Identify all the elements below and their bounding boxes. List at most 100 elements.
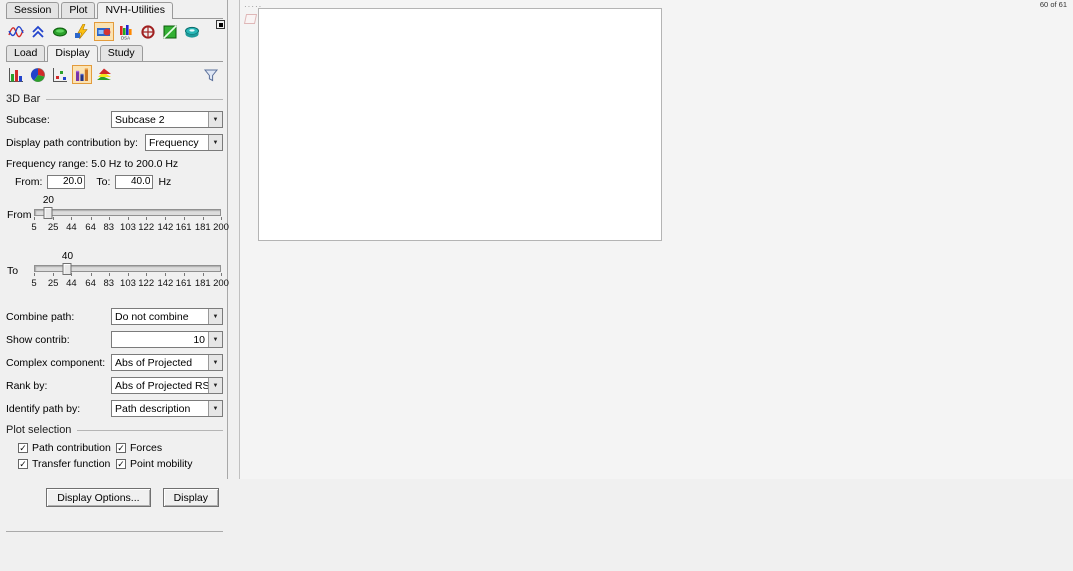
slider-tickmark (127, 273, 129, 276)
from-input[interactable]: 20.0 (47, 175, 86, 189)
checkbox-path-contribution[interactable]: ✓ Path contribution (18, 442, 114, 454)
double-chevron-icon[interactable] (28, 22, 48, 41)
slider-to-thumb[interactable] (62, 263, 72, 275)
control-panel: Session Plot NVH-Utilities DSA Load Display… (0, 0, 229, 532)
plot-gutter-handle[interactable]: ····· (244, 2, 263, 11)
frequency-range-text: Frequency range: 5.0 Hz to 200.0 Hz (6, 158, 179, 170)
subtab-study[interactable]: Study (99, 45, 143, 61)
slider-tickmark (127, 217, 129, 220)
hz-label: Hz (158, 176, 172, 188)
checkbox-box[interactable]: ✓ (18, 459, 28, 469)
slider-tick-label: 181 (194, 222, 211, 233)
chevron-down-icon[interactable]: ▼ (208, 355, 222, 370)
slider-track[interactable] (34, 265, 221, 272)
slider-from-label: From (7, 209, 32, 221)
slider-track[interactable] (34, 209, 221, 216)
slider-tickmark (34, 273, 35, 276)
checkbox-box[interactable]: ✓ (116, 443, 126, 453)
slider-tick-label: 83 (103, 278, 115, 289)
function-curves-icon[interactable] (6, 22, 26, 41)
slider-tickmark (53, 273, 55, 276)
polar-chart-icon[interactable] (28, 65, 48, 84)
slider-tick-label: 44 (66, 222, 77, 233)
group-plot-selection: Plot selection (6, 424, 223, 436)
identify-path-select[interactable]: Path description ▼ (111, 400, 223, 417)
wheel-icon[interactable] (138, 22, 158, 41)
tab-plot[interactable]: Plot (61, 2, 96, 18)
filter-funnel-icon[interactable] (201, 65, 221, 84)
rank-by-label: Rank by: (6, 379, 48, 392)
combine-path-select[interactable]: Do not combine ▼ (111, 308, 223, 325)
tpa-tool-icon[interactable] (94, 22, 114, 41)
sub-tab-bar: Load Display Study (6, 45, 223, 62)
slider-tickmark (90, 217, 92, 220)
checkbox-forces[interactable]: ✓ Forces (116, 442, 223, 454)
checkbox-label: Forces (130, 442, 163, 454)
slider-tickmark (53, 217, 55, 220)
rank-by-select[interactable]: Abs of Projected RSS ▼ (111, 377, 223, 394)
slider-tick-label: 103 (120, 222, 136, 233)
complex-component-value: Abs of Projected (115, 356, 193, 369)
lightning-icon[interactable] (72, 22, 92, 41)
slider-tick-label: 200 (213, 278, 229, 289)
slider-to-label: To (7, 265, 19, 277)
bar3d-chart-icon[interactable] (72, 65, 92, 84)
slider-tickmark (221, 217, 222, 220)
scatter-chart-icon[interactable] (50, 65, 70, 84)
slider-track-wrap: 20 5 25 44 64 83 103 122 142 161 181 200 (31, 195, 229, 236)
panel-splitter[interactable] (229, 0, 240, 479)
plot-gutter-icon[interactable] (243, 14, 258, 24)
chevron-down-icon[interactable]: ▼ (208, 309, 222, 324)
chevron-down-icon[interactable]: ▼ (208, 135, 222, 150)
subcase-select[interactable]: Subcase 2 ▼ (111, 111, 223, 128)
slider-tickmark (183, 217, 185, 220)
subcase-label: Subcase: (6, 113, 50, 126)
from-slider: From 20 5 25 44 64 83 103 122 142 161 181 200 (6, 195, 229, 236)
chevron-down-icon[interactable]: ▼ (208, 401, 222, 416)
checkbox-box[interactable]: ✓ (18, 443, 28, 453)
display-button[interactable]: Display (162, 488, 219, 507)
waterfall-chart-icon[interactable] (94, 65, 114, 84)
plot-selection-label: Plot selection (6, 424, 72, 436)
slider-tick-label: 200 (213, 222, 229, 233)
contrib-by-value: Frequency (149, 136, 199, 149)
plot-grid (258, 8, 1066, 468)
slider-from-thumb[interactable] (43, 207, 53, 219)
contrib-by-label: Display path contribution by: (6, 136, 138, 149)
slider-tickmark (183, 273, 185, 276)
display-options-button[interactable]: Display Options... (46, 488, 151, 507)
slider-tickmark (165, 273, 167, 276)
identify-path-label: Identify path by: (6, 402, 81, 415)
show-contrib-select[interactable]: 10 ▼ (111, 331, 223, 348)
checkbox-transfer-function[interactable]: ✓ Transfer function (18, 458, 114, 470)
slider-from-value-label: 20 (42, 195, 54, 206)
main-toolbar: DSA (6, 19, 223, 43)
to-input[interactable]: 40.0 (115, 175, 154, 189)
slider-tick-label: 5 (31, 222, 37, 233)
panel-empty-area (6, 531, 223, 571)
chevron-down-icon[interactable]: ▼ (208, 112, 222, 127)
panel-collapse-button[interactable] (216, 20, 225, 29)
dsa-bars-icon[interactable]: DSA (116, 22, 136, 41)
checkbox-point-mobility[interactable]: ✓ Point mobility (116, 458, 223, 470)
slider-tickmark (71, 217, 73, 220)
tab-session[interactable]: Session (6, 2, 60, 18)
contrib-by-select[interactable]: Frequency ▼ (145, 134, 223, 151)
bar-chart-icon[interactable] (6, 65, 26, 84)
slider-to-value-label: 40 (61, 251, 74, 262)
slider-tick-label: 25 (47, 222, 59, 233)
chevron-down-icon[interactable]: ▼ (208, 378, 222, 393)
page-counter: 60 of 61 (1039, 0, 1067, 9)
checkbox-box[interactable]: ✓ (116, 459, 126, 469)
chevron-down-icon[interactable]: ▼ (208, 332, 222, 347)
subtab-display[interactable]: Display (47, 45, 98, 62)
modification-icon[interactable] (160, 22, 180, 41)
tab-nvh-utilities[interactable]: NVH-Utilities (97, 2, 173, 19)
geometry-torus-icon[interactable] (182, 22, 202, 41)
slider-tickmark (34, 217, 35, 220)
slider-tick-label: 103 (120, 278, 136, 289)
complex-component-select[interactable]: Abs of Projected ▼ (111, 354, 223, 371)
slider-tick-label: 181 (194, 278, 211, 289)
subtab-load[interactable]: Load (6, 45, 46, 61)
green-disc-icon[interactable] (50, 22, 70, 41)
